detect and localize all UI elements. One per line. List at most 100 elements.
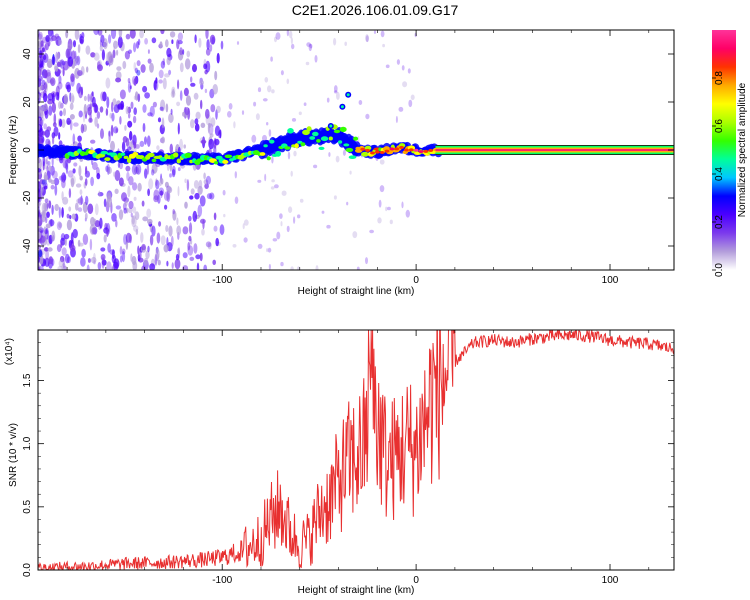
noise-blob (87, 258, 91, 263)
noise-blob (215, 237, 219, 247)
noise-blob (298, 111, 302, 116)
noise-blob (168, 113, 174, 123)
noise-blob (105, 77, 111, 89)
noise-blob (38, 202, 41, 208)
noise-blob (77, 207, 83, 212)
noise-blob (171, 39, 174, 44)
noise-blob (163, 244, 169, 253)
noise-blob (146, 135, 151, 147)
noise-blob (107, 166, 112, 174)
noise-blob (52, 136, 55, 145)
noise-blob (103, 234, 107, 243)
noise-blob (148, 178, 154, 190)
noise-blob (39, 50, 42, 59)
noise-blob (101, 259, 107, 266)
noise-blob (47, 93, 54, 101)
ridge-core-blob (306, 126, 312, 132)
noise-blob (107, 243, 111, 253)
noise-blob (141, 265, 146, 270)
noise-blob (184, 107, 190, 116)
noise-blob (193, 180, 199, 189)
noise-blob (72, 168, 76, 174)
noise-blob (199, 252, 203, 262)
noise-blob (155, 178, 158, 186)
noise-blob (79, 175, 83, 181)
noise-blob (43, 123, 48, 130)
noise-blob (183, 144, 186, 149)
noise-blob (92, 161, 98, 171)
x-tick-label: -100 (212, 575, 232, 586)
colorbar-ticks: 0.0 0.2 0.4 0.6 0.8 (712, 71, 725, 277)
noise-blob (257, 179, 262, 183)
noise-blob (38, 124, 41, 131)
noise-blob (190, 82, 196, 87)
noise-blob (68, 206, 72, 212)
noise-blob (68, 188, 72, 199)
ridge-core-blob (120, 152, 126, 156)
ridge-hot-blob (384, 149, 390, 153)
noise-blob (56, 39, 59, 45)
noise-blob (203, 172, 206, 180)
noise-blob (182, 252, 188, 259)
noise-blob (38, 168, 42, 173)
noise-blob (144, 92, 151, 99)
ridge-core-blob (284, 146, 291, 150)
noise-blob (182, 111, 186, 117)
noise-blob (190, 76, 193, 83)
noise-blob (133, 141, 137, 149)
noise-blob (113, 171, 116, 177)
noise-blob (228, 103, 233, 110)
noise-blob (98, 190, 101, 197)
noise-blob (286, 225, 290, 233)
noise-blob (76, 70, 83, 76)
noise-blob (38, 67, 42, 79)
noise-blob (216, 52, 220, 64)
noise-blob (179, 47, 183, 56)
noise-blob (160, 99, 166, 112)
noise-blob (289, 30, 293, 39)
noise-blob (56, 221, 62, 231)
noise-blob (145, 250, 150, 260)
noise-blob (96, 111, 101, 119)
noise-blob (109, 112, 113, 119)
noise-blob (185, 95, 192, 106)
noise-blob (186, 179, 190, 191)
noise-blob (130, 253, 133, 262)
noise-blob (143, 257, 149, 265)
colorbar-gradient (712, 30, 736, 270)
noise-blob (122, 136, 128, 143)
noise-blob (58, 222, 63, 229)
noise-blob (115, 205, 122, 210)
noise-blob (67, 43, 73, 50)
noise-blob (147, 188, 151, 197)
noise-blob (151, 169, 155, 176)
ridge-core-blob (300, 142, 306, 147)
noise-blob (80, 123, 85, 134)
noise-blob (106, 228, 109, 237)
noise-blob (58, 39, 63, 46)
noise-blob (146, 208, 152, 218)
noise-blob (119, 89, 126, 100)
noise-blob (408, 99, 413, 108)
noise-blob (89, 238, 93, 251)
noise-blob (117, 162, 120, 168)
noise-blob (313, 164, 318, 169)
ridge-core-blob (320, 136, 329, 142)
noise-blob (271, 179, 275, 183)
noise-blob (73, 162, 78, 167)
noise-blob (194, 34, 197, 44)
noise-blob (124, 124, 127, 131)
noise-blob (170, 235, 174, 247)
noise-blob (118, 177, 124, 187)
ridge-hot-blob (379, 151, 385, 154)
ridge-core-blob (224, 154, 233, 159)
noise-blob (61, 191, 64, 201)
noise-blob (64, 253, 70, 264)
noise-blob (67, 170, 74, 178)
noise-blob (106, 96, 110, 109)
ridge-core-blob (294, 143, 299, 149)
noise-blob (236, 41, 240, 45)
noise-blob (84, 178, 88, 186)
noise-blob (99, 106, 104, 113)
noise-blob (126, 171, 130, 181)
